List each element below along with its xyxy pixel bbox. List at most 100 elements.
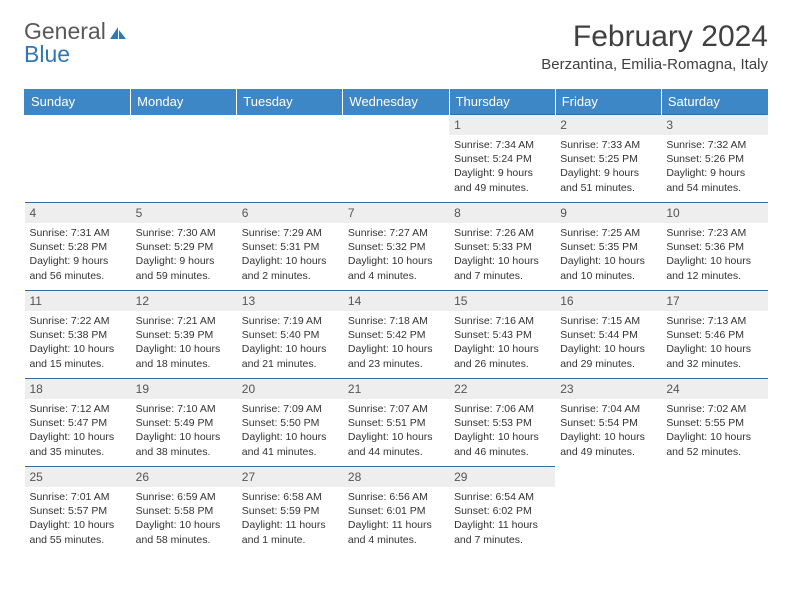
day-details: Sunrise: 6:54 AMSunset: 6:02 PMDaylight:… — [449, 487, 555, 551]
day-number: 10 — [661, 203, 767, 223]
day-number: 1 — [449, 115, 555, 135]
day-number: 9 — [555, 203, 661, 223]
day-details: Sunrise: 7:22 AMSunset: 5:38 PMDaylight:… — [25, 311, 131, 375]
weekday-header: Monday — [131, 89, 237, 115]
weekday-header: Friday — [555, 89, 661, 115]
day-details: Sunrise: 6:56 AMSunset: 6:01 PMDaylight:… — [343, 487, 449, 551]
calendar-week-row: 4Sunrise: 7:31 AMSunset: 5:28 PMDaylight… — [25, 203, 768, 291]
page-title: February 2024 — [541, 20, 768, 54]
calendar-day-cell: 19Sunrise: 7:10 AMSunset: 5:49 PMDayligh… — [131, 379, 237, 467]
day-details: Sunrise: 7:09 AMSunset: 5:50 PMDaylight:… — [237, 399, 343, 463]
day-details: Sunrise: 7:27 AMSunset: 5:32 PMDaylight:… — [343, 223, 449, 287]
day-details: Sunrise: 7:33 AMSunset: 5:25 PMDaylight:… — [555, 135, 661, 199]
header: General Blue February 2024 Berzantina, E… — [24, 20, 768, 73]
calendar-day-cell: 26Sunrise: 6:59 AMSunset: 5:58 PMDayligh… — [131, 467, 237, 555]
calendar-day-cell: 18Sunrise: 7:12 AMSunset: 5:47 PMDayligh… — [25, 379, 131, 467]
calendar-day-cell: 27Sunrise: 6:58 AMSunset: 5:59 PMDayligh… — [237, 467, 343, 555]
calendar-day-cell: 28Sunrise: 6:56 AMSunset: 6:01 PMDayligh… — [343, 467, 449, 555]
day-number: 24 — [661, 379, 767, 399]
day-details: Sunrise: 7:25 AMSunset: 5:35 PMDaylight:… — [555, 223, 661, 287]
day-number: 16 — [555, 291, 661, 311]
day-number: 8 — [449, 203, 555, 223]
logo: General Blue — [24, 20, 128, 66]
calendar-week-row: 1Sunrise: 7:34 AMSunset: 5:24 PMDaylight… — [25, 115, 768, 203]
calendar-day-cell: 2Sunrise: 7:33 AMSunset: 5:25 PMDaylight… — [555, 115, 661, 203]
day-details: Sunrise: 7:32 AMSunset: 5:26 PMDaylight:… — [661, 135, 767, 199]
calendar-day-cell: 8Sunrise: 7:26 AMSunset: 5:33 PMDaylight… — [449, 203, 555, 291]
day-number: 11 — [25, 291, 131, 311]
day-details: Sunrise: 7:29 AMSunset: 5:31 PMDaylight:… — [237, 223, 343, 287]
day-details: Sunrise: 7:04 AMSunset: 5:54 PMDaylight:… — [555, 399, 661, 463]
day-details: Sunrise: 7:23 AMSunset: 5:36 PMDaylight:… — [661, 223, 767, 287]
calendar-day-cell: 1Sunrise: 7:34 AMSunset: 5:24 PMDaylight… — [449, 115, 555, 203]
day-number: 4 — [25, 203, 131, 223]
calendar-day-cell: 17Sunrise: 7:13 AMSunset: 5:46 PMDayligh… — [661, 291, 767, 379]
calendar-day-cell: 20Sunrise: 7:09 AMSunset: 5:50 PMDayligh… — [237, 379, 343, 467]
calendar-day-cell: 16Sunrise: 7:15 AMSunset: 5:44 PMDayligh… — [555, 291, 661, 379]
calendar-day-cell — [25, 115, 131, 203]
calendar-day-cell — [131, 115, 237, 203]
calendar-day-cell: 7Sunrise: 7:27 AMSunset: 5:32 PMDaylight… — [343, 203, 449, 291]
logo-text: General Blue — [24, 20, 128, 66]
day-number: 14 — [343, 291, 449, 311]
calendar-table: Sunday Monday Tuesday Wednesday Thursday… — [24, 89, 768, 555]
calendar-day-cell: 14Sunrise: 7:18 AMSunset: 5:42 PMDayligh… — [343, 291, 449, 379]
day-number: 29 — [449, 467, 555, 487]
day-details: Sunrise: 7:15 AMSunset: 5:44 PMDaylight:… — [555, 311, 661, 375]
weekday-header-row: Sunday Monday Tuesday Wednesday Thursday… — [25, 89, 768, 115]
day-number: 22 — [449, 379, 555, 399]
calendar-day-cell: 23Sunrise: 7:04 AMSunset: 5:54 PMDayligh… — [555, 379, 661, 467]
calendar-day-cell: 13Sunrise: 7:19 AMSunset: 5:40 PMDayligh… — [237, 291, 343, 379]
calendar-day-cell: 6Sunrise: 7:29 AMSunset: 5:31 PMDaylight… — [237, 203, 343, 291]
day-details: Sunrise: 7:02 AMSunset: 5:55 PMDaylight:… — [661, 399, 767, 463]
day-details: Sunrise: 7:26 AMSunset: 5:33 PMDaylight:… — [449, 223, 555, 287]
calendar-day-cell: 15Sunrise: 7:16 AMSunset: 5:43 PMDayligh… — [449, 291, 555, 379]
location-text: Berzantina, Emilia-Romagna, Italy — [541, 56, 768, 73]
day-details: Sunrise: 6:58 AMSunset: 5:59 PMDaylight:… — [237, 487, 343, 551]
calendar-day-cell: 9Sunrise: 7:25 AMSunset: 5:35 PMDaylight… — [555, 203, 661, 291]
day-number: 3 — [661, 115, 767, 135]
calendar-day-cell: 25Sunrise: 7:01 AMSunset: 5:57 PMDayligh… — [25, 467, 131, 555]
calendar-day-cell: 22Sunrise: 7:06 AMSunset: 5:53 PMDayligh… — [449, 379, 555, 467]
day-number: 19 — [131, 379, 237, 399]
calendar-day-cell — [343, 115, 449, 203]
day-number: 12 — [131, 291, 237, 311]
weekday-header: Sunday — [25, 89, 131, 115]
day-number: 15 — [449, 291, 555, 311]
day-details: Sunrise: 7:06 AMSunset: 5:53 PMDaylight:… — [449, 399, 555, 463]
day-details: Sunrise: 7:31 AMSunset: 5:28 PMDaylight:… — [25, 223, 131, 287]
day-number: 2 — [555, 115, 661, 135]
day-number: 21 — [343, 379, 449, 399]
day-number: 26 — [131, 467, 237, 487]
calendar-day-cell: 24Sunrise: 7:02 AMSunset: 5:55 PMDayligh… — [661, 379, 767, 467]
day-number: 6 — [237, 203, 343, 223]
day-number: 28 — [343, 467, 449, 487]
day-number: 13 — [237, 291, 343, 311]
calendar-week-row: 11Sunrise: 7:22 AMSunset: 5:38 PMDayligh… — [25, 291, 768, 379]
calendar-day-cell: 11Sunrise: 7:22 AMSunset: 5:38 PMDayligh… — [25, 291, 131, 379]
calendar-day-cell: 4Sunrise: 7:31 AMSunset: 5:28 PMDaylight… — [25, 203, 131, 291]
day-number: 25 — [25, 467, 131, 487]
weekday-header: Saturday — [661, 89, 767, 115]
weekday-header: Wednesday — [343, 89, 449, 115]
day-number: 20 — [237, 379, 343, 399]
day-details: Sunrise: 7:30 AMSunset: 5:29 PMDaylight:… — [131, 223, 237, 287]
calendar-day-cell: 3Sunrise: 7:32 AMSunset: 5:26 PMDaylight… — [661, 115, 767, 203]
day-details: Sunrise: 7:16 AMSunset: 5:43 PMDaylight:… — [449, 311, 555, 375]
calendar-day-cell: 12Sunrise: 7:21 AMSunset: 5:39 PMDayligh… — [131, 291, 237, 379]
day-number: 5 — [131, 203, 237, 223]
day-details: Sunrise: 7:07 AMSunset: 5:51 PMDaylight:… — [343, 399, 449, 463]
day-number: 23 — [555, 379, 661, 399]
day-details: Sunrise: 7:10 AMSunset: 5:49 PMDaylight:… — [131, 399, 237, 463]
day-details: Sunrise: 7:01 AMSunset: 5:57 PMDaylight:… — [25, 487, 131, 551]
weekday-header: Thursday — [449, 89, 555, 115]
calendar-day-cell — [661, 467, 767, 555]
calendar-day-cell: 5Sunrise: 7:30 AMSunset: 5:29 PMDaylight… — [131, 203, 237, 291]
calendar-day-cell: 10Sunrise: 7:23 AMSunset: 5:36 PMDayligh… — [661, 203, 767, 291]
day-number: 18 — [25, 379, 131, 399]
day-details: Sunrise: 7:34 AMSunset: 5:24 PMDaylight:… — [449, 135, 555, 199]
day-number: 17 — [661, 291, 767, 311]
weekday-header: Tuesday — [237, 89, 343, 115]
day-details: Sunrise: 6:59 AMSunset: 5:58 PMDaylight:… — [131, 487, 237, 551]
day-number: 7 — [343, 203, 449, 223]
